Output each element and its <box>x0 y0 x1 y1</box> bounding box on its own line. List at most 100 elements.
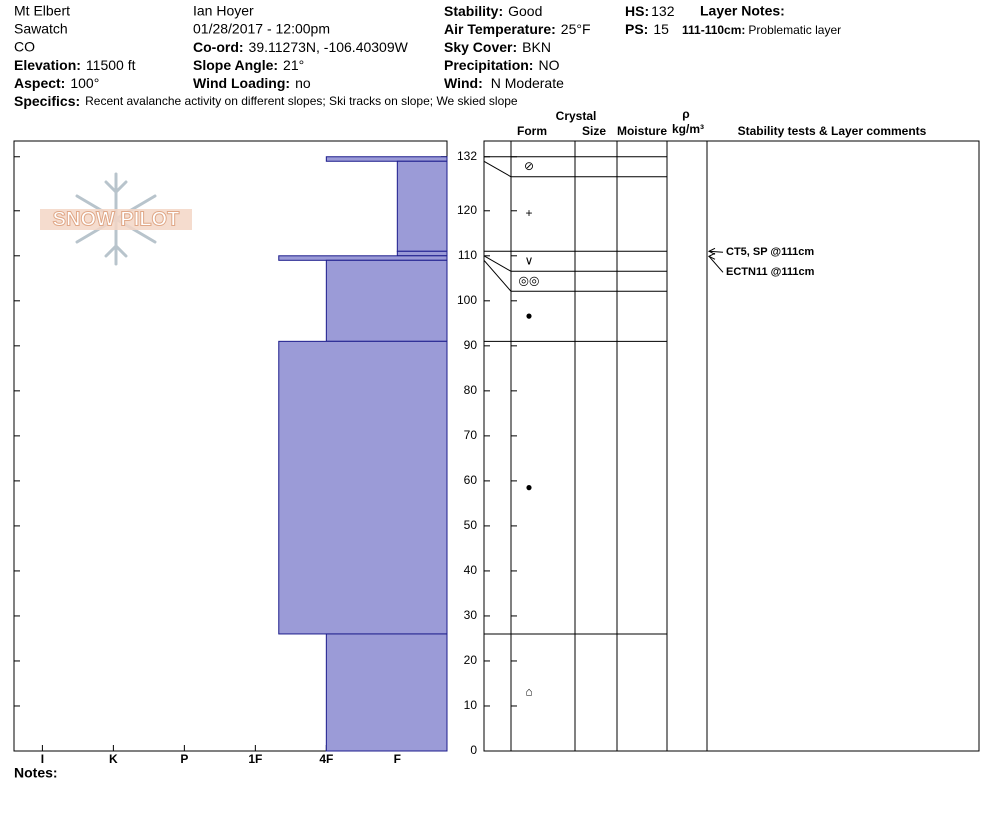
field-value: 132 <box>651 3 675 19</box>
test-arrow <box>708 255 724 273</box>
field: Stability: Good <box>444 3 542 19</box>
field: Co-ord: 39.11273N, -106.40309W <box>193 39 409 55</box>
hardness-bar <box>325 633 448 752</box>
specifics-label: Specifics: <box>14 93 80 109</box>
field-value: BKN <box>522 39 551 55</box>
field: Precipitation: NO <box>444 57 560 73</box>
layer-note: 111-110cm: Problematic layer <box>682 23 841 37</box>
hardness-bar <box>278 255 448 261</box>
location: Mt Elbert <box>14 3 70 19</box>
field: Air Temperature: 25°F <box>444 21 591 37</box>
grain-form: + <box>525 206 532 220</box>
field-value: N Moderate <box>491 75 564 91</box>
field: PS: 15 <box>625 21 669 37</box>
grain-form: ⌂ <box>525 685 532 699</box>
layer-connector <box>483 255 512 272</box>
field-label: Elevation: <box>14 57 81 73</box>
profile-frame <box>483 140 980 752</box>
field-label: Co-ord: <box>193 39 244 55</box>
column-header: ρ <box>682 107 689 121</box>
y-tick-label: 40 <box>464 563 478 577</box>
grain-form: ◎◎ <box>519 273 540 287</box>
grain-form: ● <box>525 480 532 494</box>
column-header: Form <box>517 124 547 138</box>
hardness-bar <box>278 340 448 635</box>
field: HS: 132 <box>625 3 675 19</box>
field-value: 100° <box>70 75 99 91</box>
hardness-bar <box>396 250 448 257</box>
y-tick-label: 80 <box>464 383 478 397</box>
field: Elevation: 11500 ft <box>14 57 136 73</box>
column-header: kg/m³ <box>672 122 704 136</box>
layer-note-text: Problematic layer <box>748 23 841 37</box>
y-tick-label: 10 <box>464 698 478 712</box>
test-label: CT5, SP @111cm <box>726 246 814 258</box>
y-tick-label: 0 <box>470 743 477 757</box>
field-label: Wind Loading: <box>193 75 290 91</box>
column-header: Moisture <box>617 124 667 138</box>
grain-form: ∨ <box>525 253 534 267</box>
field-value: 39.11273N, -106.40309W <box>249 39 409 55</box>
field-label: Slope Angle: <box>193 57 278 73</box>
notes-label: Notes: <box>14 765 58 781</box>
y-tick-label: 132 <box>457 149 477 163</box>
y-tick-label: 60 <box>464 473 478 487</box>
field-label: PS: <box>625 21 648 37</box>
x-tick-label: P <box>180 752 188 766</box>
field: Sky Cover: BKN <box>444 39 551 55</box>
layer-connector <box>483 160 512 178</box>
y-tick-label: 70 <box>464 428 478 442</box>
x-tick-label: 1F <box>248 752 262 766</box>
test-label: ECTN11 @111cm <box>726 266 815 278</box>
layer-note-depth: 111-110cm: <box>682 23 745 37</box>
x-tick-label: 4F <box>319 752 333 766</box>
column-lines <box>510 141 708 751</box>
field-value: 21° <box>283 57 304 73</box>
field-label: Stability: <box>444 3 503 19</box>
location: Sawatch <box>14 21 68 37</box>
column-header: Stability tests & Layer comments <box>738 124 927 138</box>
x-tick-label: I <box>41 752 44 766</box>
specifics: Specifics: Recent avalanche activity on d… <box>14 93 518 109</box>
field-label: Air Temperature: <box>444 21 556 37</box>
field-label: Wind: <box>444 75 483 91</box>
field: Wind Loading: no <box>193 75 311 91</box>
test-arrowhead <box>707 252 716 260</box>
grain-form: ● <box>525 308 532 322</box>
y-tick-label: 100 <box>457 293 477 307</box>
y-tick-label: 20 <box>464 653 478 667</box>
field-value: 15 <box>653 21 669 37</box>
y-tick-label: 30 <box>464 608 478 622</box>
logo-text: SNOW PILOT <box>53 208 180 230</box>
column-header: Size <box>582 124 606 138</box>
field: Aspect: 100° <box>14 75 99 91</box>
field-value: NO <box>538 57 559 73</box>
y-tick-label: 90 <box>464 338 478 352</box>
datetime: 01/28/2017 - 12:00pm <box>193 21 330 37</box>
field-value: 11500 ft <box>86 57 136 73</box>
layer-connector <box>483 259 512 292</box>
field-value: Good <box>508 3 542 19</box>
field-label: Sky Cover: <box>444 39 517 55</box>
layer-notes-title: Layer Notes: <box>700 3 785 19</box>
column-header: Crystal <box>556 109 597 123</box>
y-tick-label: 110 <box>458 248 477 262</box>
logo-band <box>40 209 192 230</box>
y-tick-label: 50 <box>464 518 478 532</box>
hardness-bar <box>396 160 448 252</box>
specifics-text: Recent avalanche activity on different s… <box>85 94 518 108</box>
hardness-bar <box>325 259 448 342</box>
field-label: Precipitation: <box>444 57 533 73</box>
field-value: 25°F <box>561 21 591 37</box>
test-arrow <box>708 250 724 253</box>
location: CO <box>14 39 35 55</box>
hardness-bar <box>325 156 448 162</box>
field: Wind: N Moderate <box>444 75 564 91</box>
field-label: HS: <box>625 3 649 19</box>
field-value: no <box>295 75 311 91</box>
y-tick-label: 120 <box>457 203 477 217</box>
x-tick-label: K <box>109 752 118 766</box>
field: Slope Angle: 21° <box>193 57 304 73</box>
field-label: Aspect: <box>14 75 65 91</box>
